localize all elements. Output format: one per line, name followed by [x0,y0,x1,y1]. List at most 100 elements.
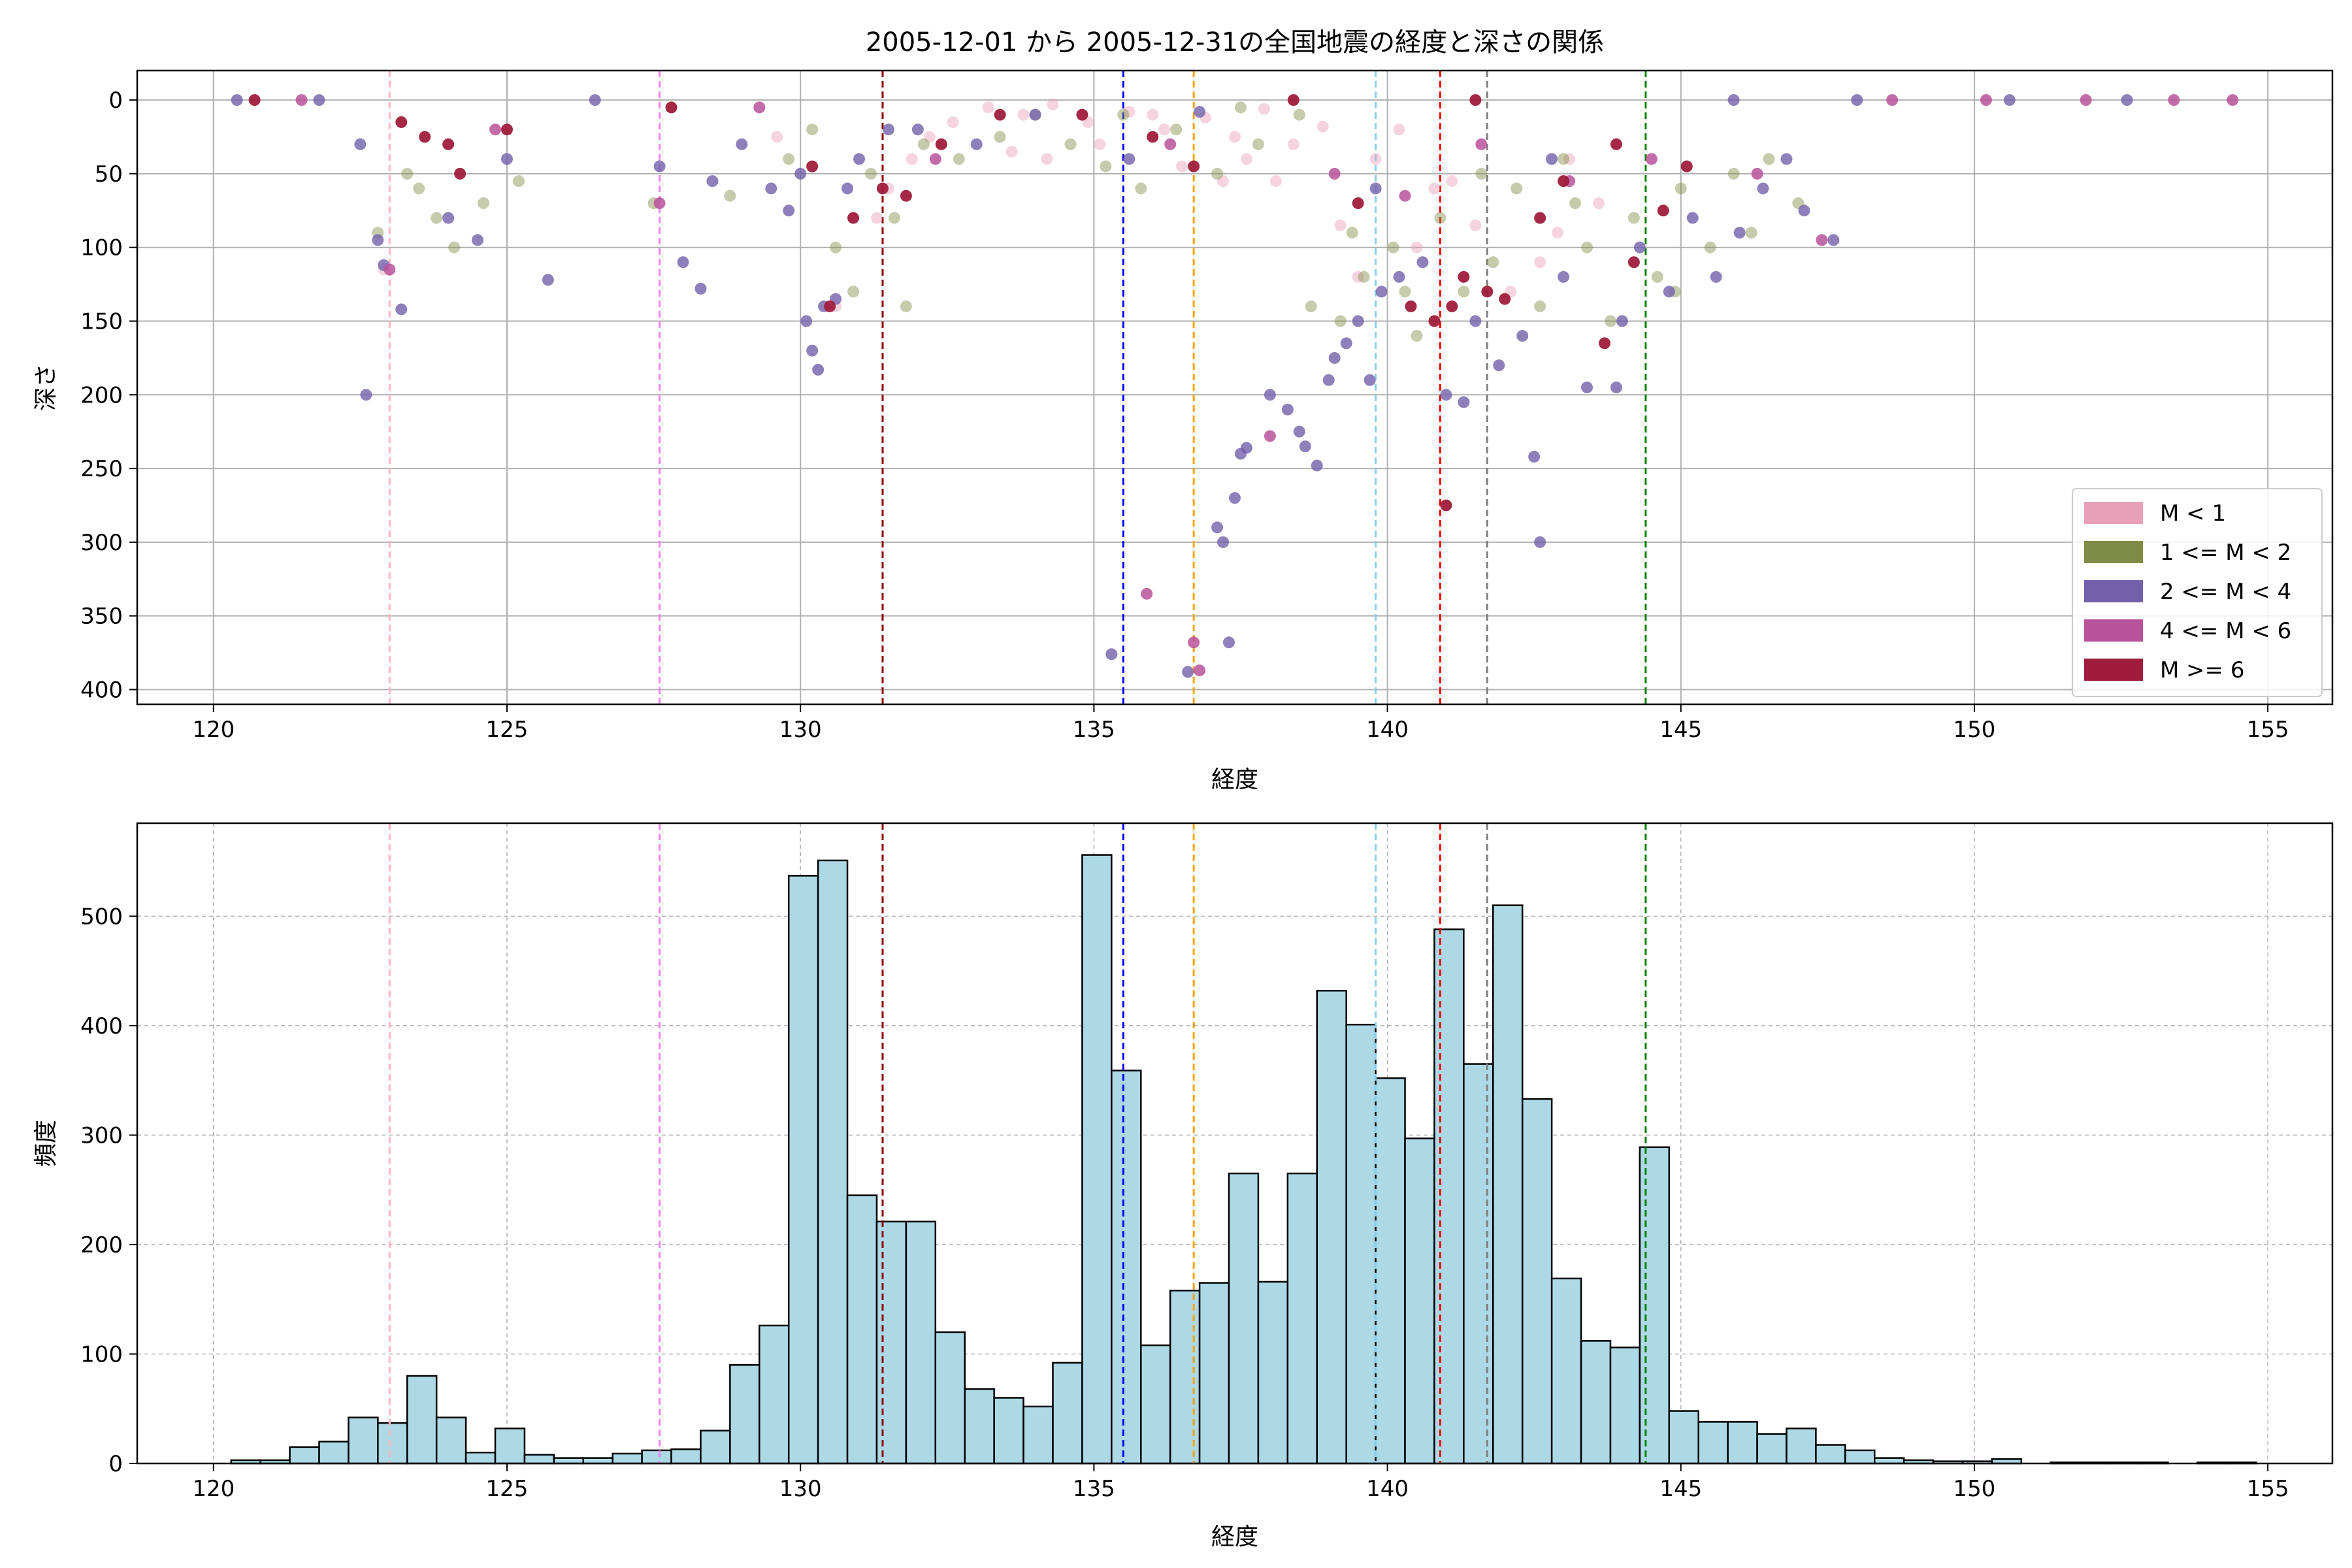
scatter-point-s1-15 [917,138,930,150]
scatter-point-s3-10 [1328,167,1341,180]
scatter-point-s2-41 [1299,440,1311,453]
scatter-x-tick-label-155: 155 [2247,717,2289,743]
histogram-bar-43 [1492,904,1524,1465]
legend-box [2072,488,2323,697]
scatter-point-s1-40 [1674,182,1687,195]
scatter-y-tick-label-250: 250 [80,456,123,482]
scatter-y-label: 深さ [33,364,59,411]
scatter-point-s1-13 [864,167,877,180]
scatter-point-s4-7 [806,160,819,172]
histogram-bar-6 [406,1375,438,1465]
histogram-bar-48 [1639,1146,1671,1465]
scatter-point-s1-27 [1358,270,1370,283]
scatter-point-s1-25 [1293,108,1305,121]
histogram-bar-26 [993,1397,1024,1465]
histogram-bar-42 [1463,1063,1494,1465]
histogram-x-tick-label-120: 120 [192,1476,235,1502]
scatter-point-s1-36 [1581,241,1593,253]
scatter-point-s4-12 [935,138,947,150]
histogram-reference-lines [388,823,1647,1463]
scatter-point-s2-8 [472,234,484,246]
scatter-point-s2-29 [1105,648,1118,661]
scatter-point-s1-29 [1411,330,1423,342]
scatter-point-s2-60 [1610,382,1622,393]
legend-swatch-3 [2084,619,2143,642]
scatter-point-s1-23 [1211,167,1224,180]
scatter-x-label: 経度 [1211,766,1258,793]
scatter-point-s2-66 [1733,227,1746,239]
scatter-point-s2-58 [1558,270,1570,283]
histogram-bar-54 [1815,1444,1846,1465]
scatter-x-tick-label-130: 130 [779,717,822,743]
histogram-bar-8 [465,1451,497,1465]
histogram-y-ticks: 0 100 200 300 400 500 [80,904,137,1477]
scatter-point-s4-23 [1440,499,1452,512]
scatter-point-s1-33 [1511,182,1523,195]
scatter-point-s3-3 [653,197,666,210]
legend-label-3: 4 <= M < 6 [2160,618,2291,644]
histogram-bar-52 [1756,1433,1788,1465]
scatter-point-s2-40 [1293,425,1305,438]
histogram-plot-frame [136,822,2334,1465]
scatter-y-tick-label-350: 350 [80,604,123,630]
histogram-x-label: 経度 [1211,1524,1258,1550]
scatter-point-s2-64 [1686,212,1699,224]
scatter-point-s4-28 [1657,204,1669,217]
scatter-point-s2-15 [736,138,748,150]
scatter-point-s1-52 [1234,101,1247,114]
histogram-x-tick-label-155: 155 [2247,1476,2289,1502]
scatter-point-s2-70 [1827,234,1840,246]
histogram-bar-46 [1580,1340,1612,1465]
scatter-point-s4-15 [1188,160,1200,172]
scatter-point-s2-38 [1264,389,1276,401]
legend-swatch-0 [2084,502,2143,524]
scatter-point-s2-63 [1663,286,1675,298]
histogram-bar-45 [1550,1277,1582,1465]
scatter-point-s2-48 [1375,286,1388,298]
scatter-point-s0-14 [906,153,918,165]
scatter-point-s0-19 [1534,256,1546,269]
scatter-point-s1-16 [953,153,965,165]
scatter-point-s2-50 [1416,256,1429,269]
scatter-point-s2-27 [970,138,983,150]
scatter-plot-frame [136,69,2334,706]
scatter-point-s2-1 [313,94,325,106]
scatter-point-s1-20 [1100,160,1112,172]
scatter-point-s0-9 [1287,138,1299,150]
scatter-point-s4-3 [442,138,455,150]
scatter-point-s4-8 [824,300,836,312]
histogram-x-tick-label-150: 150 [1953,1476,1996,1502]
scatter-point-s0-28 [1094,138,1106,150]
scatter-point-s4-2 [419,131,431,143]
scatter-point-s1-35 [1558,153,1570,165]
histogram-x-tick-label-130: 130 [779,1476,822,1502]
scatter-x-tick-label-140: 140 [1366,717,1409,743]
legend-label-0: M < 1 [2160,500,2226,527]
scatter-point-s2-11 [653,160,666,172]
scatter-point-s2-72 [2121,94,2133,106]
scatter-point-s0-13 [947,116,959,128]
scatter-point-s0-27 [1269,175,1282,188]
scatter-point-s3-12 [1475,138,1488,150]
scatter-point-s2-21 [812,363,825,376]
histogram-bar-32 [1169,1290,1201,1465]
scatter-point-s2-54 [1493,359,1505,372]
scatter-point-s1-3 [401,167,414,180]
histogram-bar-13 [612,1452,643,1465]
scatter-point-s1-14 [888,212,900,224]
scatter-point-s2-57 [1534,536,1546,548]
scatter-point-s2-78 [1851,94,1863,106]
scatter-point-s1-19 [1064,138,1077,150]
scatter-y-tick-label-50: 50 [95,161,123,188]
scatter-point-s1-28 [1387,241,1399,253]
scatter-point-s1-47 [1569,197,1582,210]
scatter-point-s0-2 [1047,98,1059,110]
scatter-point-s2-46 [1352,315,1364,327]
legend-label-2: 2 <= M < 4 [2160,579,2291,605]
histogram-bar-11 [553,1457,585,1465]
scatter-point-s2-45 [1340,337,1352,350]
histogram-bar-49 [1668,1410,1699,1465]
scatter-point-s0-29 [1041,153,1053,165]
scatter-point-s2-62 [1633,241,1646,253]
scatter-point-s4-30 [994,108,1006,121]
